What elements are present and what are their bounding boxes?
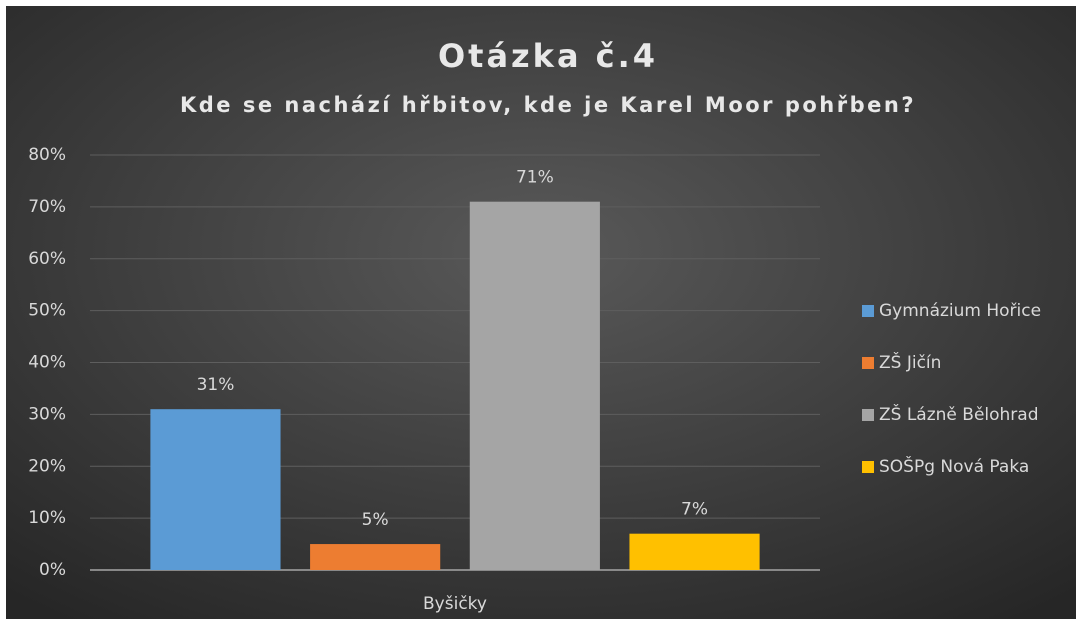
bar bbox=[150, 409, 281, 570]
bar bbox=[310, 544, 441, 570]
legend-swatch bbox=[862, 461, 874, 473]
y-tick-label: 70% bbox=[28, 197, 66, 217]
y-tick-label: 80% bbox=[28, 145, 66, 165]
value-label: 31% bbox=[197, 375, 235, 395]
y-tick-label: 50% bbox=[28, 301, 66, 321]
y-tick-label: 0% bbox=[39, 560, 66, 580]
legend-label: ZŠ Lázně Bělohrad bbox=[879, 403, 1039, 425]
chart-title: Otázka č.4 bbox=[438, 37, 658, 75]
bar bbox=[469, 201, 600, 570]
legend-swatch bbox=[862, 409, 874, 421]
y-tick-label: 40% bbox=[28, 353, 66, 373]
y-tick-label: 30% bbox=[28, 404, 66, 424]
value-label: 7% bbox=[681, 500, 708, 520]
legend-swatch bbox=[862, 357, 874, 369]
value-label: 5% bbox=[362, 510, 389, 530]
y-tick-label: 60% bbox=[28, 249, 66, 269]
bar bbox=[629, 533, 760, 570]
legend-swatch bbox=[862, 305, 874, 317]
legend-label: ZŠ Jičín bbox=[879, 351, 941, 373]
legend-label: SOŠPg Nová Paka bbox=[879, 455, 1029, 477]
chart-subtitle: Kde se nachází hřbitov, kde je Karel Moo… bbox=[180, 93, 916, 117]
x-tick-label: Byšičky bbox=[423, 594, 487, 614]
value-label: 71% bbox=[516, 168, 554, 188]
y-tick-label: 20% bbox=[28, 456, 66, 476]
y-tick-label: 10% bbox=[28, 508, 66, 528]
legend-label: Gymnázium Hořice bbox=[879, 301, 1041, 321]
